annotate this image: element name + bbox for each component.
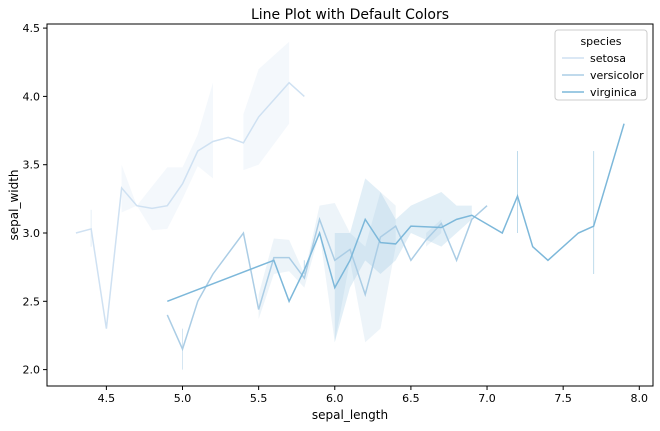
- y-tick-label: 2.0: [23, 364, 41, 377]
- ci-band-versicolor: [426, 219, 442, 247]
- y-tick-label: 2.5: [23, 295, 41, 308]
- series-line-setosa: [75, 81, 305, 329]
- x-tick-label: 5.0: [174, 392, 192, 405]
- x-tick-label: 5.5: [250, 392, 268, 405]
- ci-band-setosa: [243, 41, 290, 171]
- y-tick-label: 3.0: [23, 227, 41, 240]
- x-tick-label: 7.5: [554, 392, 572, 405]
- x-tick-label: 7.0: [478, 392, 496, 405]
- x-tick-label: 4.5: [98, 392, 116, 405]
- ci-band-setosa: [121, 82, 213, 231]
- chart-title: Line Plot with Default Colors: [251, 7, 449, 23]
- legend-label-setosa: setosa: [590, 52, 626, 65]
- y-tick-label: 3.5: [23, 159, 41, 172]
- ci-band-versicolor: [258, 192, 396, 343]
- legend-label-versicolor: versicolor: [590, 69, 644, 82]
- series-line-virginica: [167, 123, 625, 304]
- y-axis-label: sepal_width: [7, 169, 21, 240]
- ci-band-virginica: [334, 178, 472, 343]
- x-axis-label: sepal_length: [312, 408, 388, 422]
- legend-title: species: [580, 35, 621, 48]
- series-line-versicolor: [166, 205, 488, 352]
- x-tick-label: 6.5: [402, 392, 420, 405]
- plot-frame: [46, 23, 654, 387]
- x-tick-label: 8.0: [631, 392, 649, 405]
- legend-box: [554, 29, 648, 101]
- y-tick-label: 4.0: [23, 90, 41, 103]
- legend-label-virginica: virginica: [590, 86, 637, 99]
- legend: species setosa versicolor virginica: [554, 29, 648, 101]
- x-tick-label: 6.0: [326, 392, 344, 405]
- y-tick-label: 4.5: [23, 22, 41, 35]
